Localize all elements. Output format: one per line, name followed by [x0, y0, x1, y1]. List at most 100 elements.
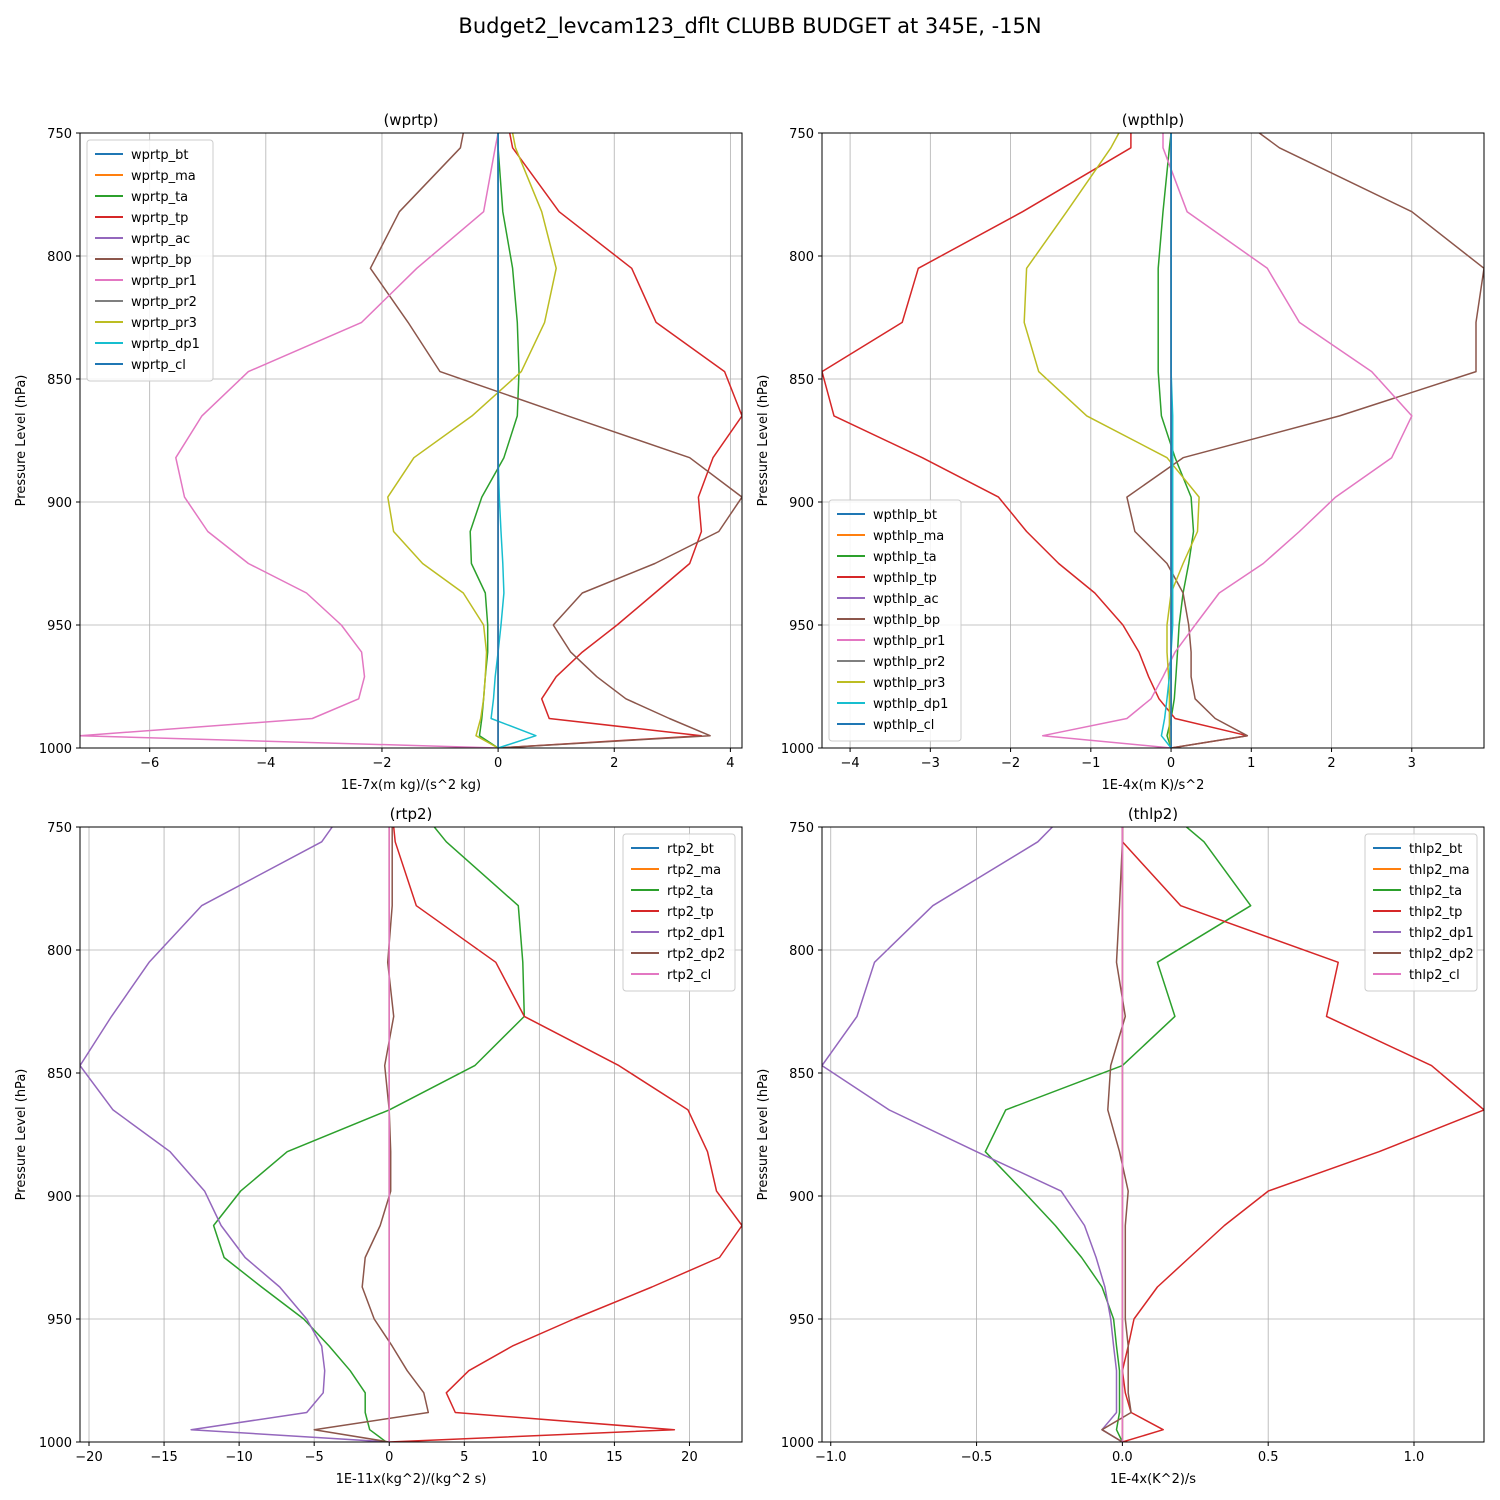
legend-entry: thlp2_dp1	[1409, 926, 1474, 941]
legend: rtp2_bt rtp2_ma rtp2_ta rtp2_tp rtp2_dp1 rtp2…	[622, 833, 736, 992]
subplot-1: −4 −3 −2 −1 0 1 2 3 750 800 850 900 950 1000 (wpthlp) 1…	[756, 111, 1485, 793]
legend-entry: rtp2_ta	[667, 884, 714, 899]
series-line-rtp2_dp1	[80, 827, 390, 1442]
y-tick-label: 750	[47, 821, 72, 836]
x-tick-label: −3	[921, 756, 940, 771]
legend-entry: rtp2_bt	[667, 842, 714, 857]
x-tick-label: −20	[75, 1450, 102, 1465]
series-line-wpthlp_pr3	[1023, 133, 1200, 748]
y-tick-label: 850	[789, 1067, 814, 1082]
y-tick-label: 800	[789, 944, 814, 959]
y-tick-label: 850	[789, 373, 814, 388]
y-tick-label: 850	[47, 1067, 72, 1082]
x-axis-label: 1E-4x(m K)/s^2	[1102, 778, 1205, 793]
y-tick-label: 950	[47, 619, 72, 634]
x-tick-label: 0.0	[1112, 1450, 1133, 1465]
series-line-thlp2_dp2	[1101, 827, 1132, 1442]
subplot-title: (thlp2)	[1128, 805, 1178, 823]
subplot-2: −20 −15 −10 −5 0 5 10 15 20 750 800 850 900 950 1000 (r…	[14, 805, 743, 1487]
x-axis-label: 1E-7x(m kg)/(s^2 kg)	[341, 778, 481, 793]
y-tick-label: 850	[47, 373, 72, 388]
series-line-wprtp_pr1	[80, 133, 499, 748]
series-line-thlp2_dp1	[822, 827, 1123, 1442]
series-line-wpthlp_tp	[822, 133, 1249, 748]
y-tick-label: 900	[789, 496, 814, 511]
series-line-rtp2_tp	[389, 827, 742, 1442]
legend-entry: wprtp_bp	[131, 253, 192, 268]
legend-entry: wpthlp_dp1	[873, 697, 948, 712]
series-line-thlp2_tp	[1121, 827, 1484, 1442]
y-axis-label: Pressure Level (hPa)	[756, 1069, 771, 1201]
y-tick-label: 1000	[39, 1436, 72, 1451]
legend-entry: wpthlp_pr2	[873, 655, 945, 670]
series-group	[822, 827, 1484, 1442]
subplot-3: −1.0 −0.5 0.0 0.5 1.0 750 800 850 900 950 1000 (thl…	[756, 805, 1485, 1487]
legend-entry: wprtp_ma	[131, 169, 196, 184]
y-tick-label: 1000	[39, 742, 72, 757]
x-tick-label: −1	[1081, 756, 1100, 771]
subplot-title: (wpthlp)	[1122, 111, 1185, 129]
y-tick-label: 900	[47, 496, 72, 511]
legend: wpthlp_bt wpthlp_ma wpthlp_ta wpthlp_tpwpth…	[828, 499, 962, 742]
x-tick-label: −10	[225, 1450, 252, 1465]
y-tick-label: 750	[47, 127, 72, 142]
series-group	[80, 827, 742, 1442]
legend-box	[1364, 833, 1478, 992]
x-tick-label: 1	[1247, 756, 1255, 771]
legend-entry: wpthlp_ma	[873, 529, 944, 544]
subplot-title: (wprtp)	[383, 111, 438, 129]
x-tick-label: −4	[256, 756, 275, 771]
x-tick-label: 5	[460, 1450, 468, 1465]
y-axis-label: Pressure Level (hPa)	[14, 375, 29, 507]
series-line-rtp2_dp2	[313, 827, 430, 1442]
x-tick-label: 10	[531, 1450, 548, 1465]
legend-entry: rtp2_dp2	[667, 947, 725, 962]
legend-entry: wprtp_dp1	[131, 337, 200, 352]
series-line-wprtp_bp	[369, 133, 742, 748]
legend-entry: rtp2_cl	[667, 968, 711, 983]
series-line-thlp2_ta	[984, 827, 1252, 1442]
y-tick-label: 800	[47, 250, 72, 265]
legend-entry: wprtp_ta	[131, 190, 188, 205]
x-tick-label: 4	[726, 756, 734, 771]
y-axis-label: Pressure Level (hPa)	[14, 1069, 29, 1201]
y-axis-label: Pressure Level (hPa)	[756, 375, 771, 507]
legend-entry: wprtp_pr2	[131, 295, 197, 310]
x-tick-label: −2	[372, 756, 391, 771]
legend-entry: wprtp_pr1	[131, 274, 197, 289]
y-tick-label: 900	[789, 1190, 814, 1205]
figure-title: Budget2_levcam123_dflt CLUBB BUDGET at 3…	[458, 14, 1042, 38]
legend-entry: wpthlp_bp	[873, 613, 940, 628]
legend-entry: rtp2_ma	[667, 863, 721, 878]
x-tick-label: 20	[681, 1450, 698, 1465]
y-tick-label: 800	[47, 944, 72, 959]
legend-box	[622, 833, 736, 992]
series-line-wprtp_pr3	[387, 133, 557, 748]
legend-entry: wpthlp_cl	[873, 718, 934, 733]
x-tick-label: −1.0	[815, 1450, 847, 1465]
legend-box	[828, 499, 962, 742]
plot-frame	[821, 826, 1485, 1443]
legend-entry: wpthlp_ta	[873, 550, 937, 565]
plot-frame	[821, 132, 1485, 749]
series-line-wpthlp_ta	[1157, 133, 1195, 748]
legend-entry: thlp2_cl	[1409, 968, 1460, 983]
subplot-title: (rtp2)	[390, 805, 433, 823]
legend-box	[86, 139, 214, 382]
x-tick-label: 0	[494, 756, 502, 771]
series-group	[80, 133, 742, 748]
legend-entry: wprtp_tp	[131, 211, 188, 226]
y-tick-label: 750	[789, 127, 814, 142]
legend-entry: rtp2_tp	[667, 905, 714, 920]
legend-entry: thlp2_bt	[1409, 842, 1462, 857]
y-tick-label: 1000	[781, 742, 814, 757]
series-line-wpthlp_bp	[1126, 133, 1484, 748]
legend-entry: thlp2_dp2	[1409, 947, 1474, 962]
legend-entry: wpthlp_bt	[873, 508, 937, 523]
x-tick-label: −6	[140, 756, 159, 771]
x-tick-label: −0.5	[961, 1450, 993, 1465]
x-axis-label: 1E-4x(K^2)/s	[1110, 1472, 1196, 1487]
y-tick-label: 750	[789, 821, 814, 836]
series-line-wpthlp_pr1	[1041, 133, 1413, 748]
x-tick-label: 3	[1408, 756, 1416, 771]
